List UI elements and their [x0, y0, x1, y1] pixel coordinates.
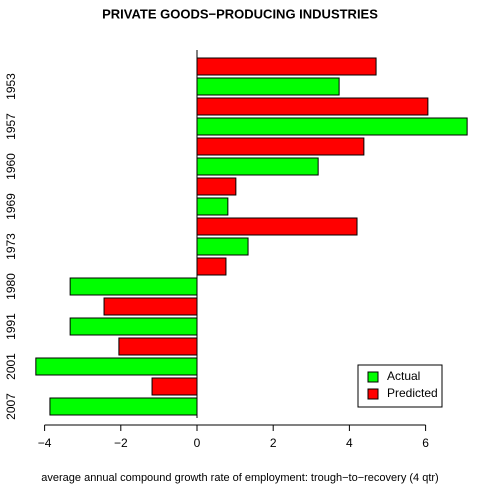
- bar: [196, 137, 365, 156]
- bar: [196, 217, 358, 236]
- bar: [69, 277, 198, 296]
- bar: [196, 117, 468, 136]
- x-tick-label: 4: [346, 436, 353, 450]
- y-tick-label: 1957: [4, 113, 18, 140]
- y-tick-label: 1960: [4, 153, 18, 180]
- x-axis-label: average annual compound growth rate of e…: [41, 472, 438, 484]
- y-tick-label: 1969: [4, 193, 18, 220]
- x-tick-label: −2: [114, 436, 128, 450]
- bar: [151, 377, 198, 396]
- legend-swatch: [367, 388, 379, 400]
- bar: [118, 337, 198, 356]
- chart-title: PRIVATE GOODS−PRODUCING INDUSTRIES: [102, 6, 378, 21]
- bar: [103, 297, 198, 316]
- legend-label: Actual: [387, 369, 420, 383]
- y-tick-label: 2001: [4, 353, 18, 380]
- legend-box: [357, 364, 443, 408]
- bar: [196, 237, 249, 256]
- x-tick-label: 6: [422, 436, 429, 450]
- x-tick-label: 2: [270, 436, 277, 450]
- bar: [49, 397, 198, 416]
- y-tick-label: 1980: [4, 273, 18, 300]
- x-tick-label: 0: [194, 436, 201, 450]
- legend-swatch: [367, 371, 379, 383]
- y-tick-label: 2007: [4, 393, 18, 420]
- y-tick-label: 1973: [4, 233, 18, 260]
- bar: [196, 177, 237, 196]
- bar: [196, 257, 227, 276]
- bar: [196, 77, 340, 96]
- bar: [196, 157, 319, 176]
- y-tick-label: 1953: [4, 73, 18, 100]
- y-tick-label: 1991: [4, 313, 18, 340]
- bar: [196, 97, 429, 116]
- x-tick-label: −4: [38, 436, 52, 450]
- bar: [196, 197, 229, 216]
- bar: [69, 317, 198, 336]
- legend-label: Predicted: [387, 386, 438, 400]
- bar: [196, 57, 377, 76]
- bar: [35, 357, 198, 376]
